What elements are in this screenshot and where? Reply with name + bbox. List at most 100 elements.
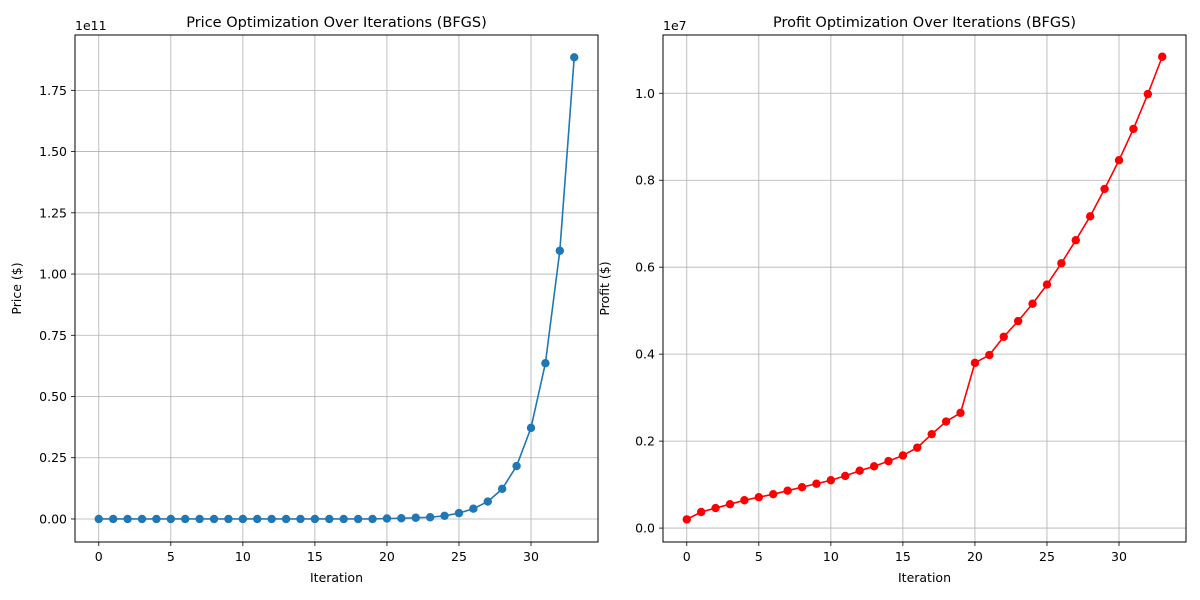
price-y-offset-label: 1e11 — [75, 18, 107, 33]
price-x-tick-label: 30 — [523, 549, 539, 564]
profit-x-tick-label: 30 — [1111, 549, 1127, 564]
profit-data-point — [1158, 52, 1167, 61]
profit-data-point — [869, 462, 879, 471]
profit-y-tick-label: 1.0 — [635, 86, 655, 101]
profit-data-point — [1114, 156, 1124, 165]
price-y-tick-label: 1.00 — [39, 267, 67, 282]
price-y-tick-label: 1.75 — [39, 83, 67, 98]
profit-data-point — [826, 476, 836, 485]
price-data-point — [281, 514, 291, 524]
profit-data-point — [1028, 299, 1037, 308]
price-data-point — [181, 514, 190, 524]
profit-y-tick-label: 0.2 — [635, 434, 655, 449]
price-data-point — [267, 514, 276, 524]
price-data-point — [238, 514, 248, 524]
profit-gridlines — [663, 35, 1186, 542]
profit-data-point — [898, 451, 908, 460]
price-x-axis-label: Iteration — [310, 570, 363, 585]
price-y-tick-label: 1.25 — [39, 205, 67, 220]
profit-data-point — [1057, 259, 1066, 268]
profit-data-point — [913, 443, 922, 452]
profit-data-point — [783, 486, 792, 495]
price-data-point — [94, 514, 103, 524]
price-y-tick-label: 0.75 — [39, 328, 67, 343]
profit-y-offset-label: 1e7 — [663, 18, 687, 33]
price-series — [94, 53, 579, 524]
profit-x-axis-label: Iteration — [898, 570, 951, 585]
price-data-point — [497, 484, 507, 494]
profit-series-line — [686, 56, 1163, 521]
profit-data-point — [754, 493, 764, 502]
price-data-point — [123, 514, 132, 524]
price-data-point — [224, 514, 233, 524]
profit-x-tick-label: 0 — [683, 549, 691, 564]
price-data-point — [512, 461, 521, 471]
profit-data-point — [941, 417, 951, 426]
price-data-point — [166, 514, 176, 524]
price-data-point — [152, 514, 161, 524]
profit-x-tick-label: 25 — [1039, 549, 1055, 564]
price-y-tick-label: 1.50 — [39, 144, 67, 159]
profit-data-point — [1143, 89, 1153, 99]
price-data-point — [137, 514, 147, 524]
profit-chart: 0 5 10 15 20 25 30 0.0 0.2 0.4 0.6 0.8 1.0 Profit Op… — [597, 15, 1187, 585]
price-data-point — [339, 514, 348, 524]
profit-data-point — [999, 332, 1008, 341]
profit-data-point — [711, 503, 720, 513]
price-plot-frame — [74, 34, 599, 543]
profit-data-point — [1129, 124, 1138, 134]
profit-data-point — [1071, 236, 1080, 245]
profit-data-point — [812, 479, 821, 488]
profit-y-axis-label: Profit ($) — [597, 261, 612, 315]
profit-x-tick-label: 10 — [823, 549, 839, 564]
profit-data-point — [956, 408, 965, 418]
profit-data-point — [725, 499, 735, 509]
profit-x-tick-label: 20 — [967, 549, 983, 564]
profit-data-point — [1013, 316, 1023, 326]
price-data-point — [397, 514, 406, 523]
profit-data-point — [1100, 184, 1109, 194]
price-x-tick-label: 0 — [95, 549, 103, 564]
price-y-axis-label: Price ($) — [9, 262, 24, 314]
price-data-point — [368, 514, 377, 524]
price-data-point — [483, 497, 492, 506]
price-data-point — [555, 246, 565, 255]
profit-y-tick-label: 0.8 — [635, 173, 655, 188]
price-data-point — [296, 514, 305, 524]
price-data-point — [382, 514, 392, 523]
price-chart: 0 5 10 15 20 25 30 0.00 0.25 0.50 0.75 1.00 1.25 1.50… — [9, 15, 599, 585]
profit-ticks: 0 5 10 15 20 25 30 0.0 0.2 0.4 0.6 0.8 1.0 — [635, 86, 1127, 564]
price-data-point — [570, 53, 579, 62]
price-series-line — [98, 57, 576, 520]
profit-data-point — [696, 507, 706, 517]
price-data-point — [253, 514, 262, 524]
price-data-point — [411, 513, 420, 522]
price-x-tick-label: 25 — [451, 549, 467, 564]
price-x-tick-label: 10 — [235, 549, 251, 564]
price-data-point — [440, 511, 449, 520]
price-chart-title: Price Optimization Over Iterations (BFGS… — [186, 15, 487, 31]
profit-x-tick-label: 15 — [895, 549, 911, 564]
profit-data-point — [797, 483, 807, 492]
profit-data-point — [682, 515, 691, 524]
profit-data-point — [1042, 280, 1052, 289]
profit-data-point — [970, 358, 980, 368]
profit-x-tick-label: 5 — [755, 549, 763, 564]
price-y-tick-label: 0.50 — [39, 389, 67, 404]
profit-plot-frame — [662, 34, 1187, 543]
profit-data-point — [740, 496, 749, 505]
price-ticks: 0 5 10 15 20 25 30 0.00 0.25 0.50 0.75 1.00 1.25 1.50… — [39, 83, 539, 564]
price-data-point — [353, 514, 363, 524]
profit-y-tick-label: 0.6 — [635, 260, 655, 275]
profit-data-point — [841, 471, 850, 481]
profit-data-point — [1085, 212, 1095, 221]
price-data-point — [195, 514, 204, 524]
price-data-point — [108, 514, 118, 524]
price-y-tick-label: 0.25 — [39, 450, 67, 465]
price-data-point — [541, 359, 550, 368]
profit-chart-title: Profit Optimization Over Iterations (BFG… — [773, 15, 1076, 31]
profit-data-point — [884, 456, 893, 466]
price-data-point — [469, 504, 478, 513]
price-data-point — [425, 513, 435, 522]
